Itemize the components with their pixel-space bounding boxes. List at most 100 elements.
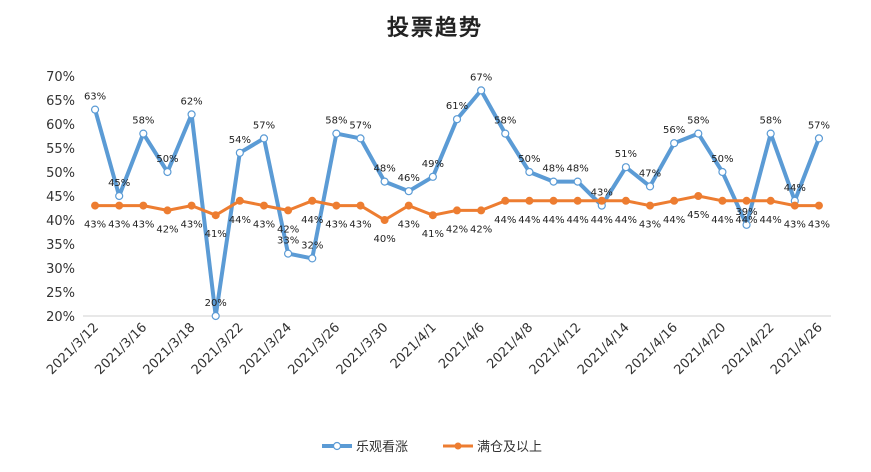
data-point — [621, 163, 631, 172]
data-label: 43% — [398, 220, 420, 231]
data-label: 58% — [132, 116, 154, 127]
data-point — [163, 206, 172, 215]
y-tick-label: 45% — [46, 190, 75, 205]
data-label: 58% — [687, 116, 709, 127]
data-label: 42% — [156, 224, 178, 235]
data-label: 44% — [518, 215, 540, 226]
data-point — [477, 86, 486, 95]
y-tick-label: 25% — [46, 286, 75, 301]
data-point — [235, 148, 244, 157]
data-label: 42% — [446, 224, 468, 235]
data-point — [115, 191, 124, 201]
data-point — [766, 129, 775, 138]
data-point — [308, 254, 317, 263]
data-label: 57% — [808, 120, 830, 131]
data-point — [670, 139, 679, 148]
data-point — [452, 115, 462, 124]
data-label: 44% — [542, 215, 564, 226]
legend-label: 满仓及以上 — [477, 440, 542, 455]
data-label: 50% — [711, 154, 733, 165]
x-axis: 2021/3/122021/3/162021/3/182021/3/222021… — [44, 315, 831, 378]
data-point — [718, 167, 727, 177]
data-label: 33% — [277, 236, 299, 247]
legend-marker — [332, 441, 342, 451]
data-point — [670, 196, 679, 205]
data-point — [549, 177, 558, 186]
data-point — [380, 177, 389, 186]
data-point — [597, 196, 606, 205]
y-tick-label: 55% — [46, 142, 75, 157]
data-point — [694, 192, 703, 200]
data-label: 45% — [108, 178, 130, 189]
data-label: 44% — [711, 215, 733, 226]
data-label: 48% — [567, 164, 589, 175]
data-point — [501, 196, 510, 205]
chart-title: 投票趋势 — [387, 15, 483, 41]
data-point — [356, 201, 365, 210]
data-point — [187, 201, 196, 210]
series-full-position: 43% 43% 43% 42% 43%41%44% 43% 42%44% 43% 43%40%4… — [84, 192, 830, 245]
data-point — [814, 134, 824, 143]
data-label: 43% — [349, 220, 371, 231]
data-label: 50% — [156, 154, 178, 165]
data-point — [501, 129, 510, 138]
data-label: 44% — [663, 215, 685, 226]
y-tick-label: 35% — [46, 238, 75, 253]
data-point — [404, 187, 413, 196]
data-label: 44% — [591, 215, 613, 226]
x-tick-label: 2021/4/26 — [768, 320, 826, 378]
data-point — [525, 167, 534, 177]
data-point — [139, 201, 148, 210]
data-label: 43% — [108, 220, 130, 231]
y-tick-label: 65% — [46, 94, 75, 109]
data-label: 50% — [518, 154, 540, 165]
data-label: 43% — [253, 220, 275, 231]
data-label: 43% — [808, 220, 830, 231]
data-point — [621, 196, 630, 205]
series-bullish: 63%45%58%50%62%20%54%57%33% 32%58% 57%48%4… — [84, 72, 830, 321]
data-point — [259, 201, 268, 210]
data-label: 45% — [687, 210, 709, 221]
y-tick-label: 50% — [46, 166, 75, 181]
data-label: 43% — [784, 220, 806, 231]
data-label: 57% — [253, 120, 275, 131]
data-label: 48% — [373, 164, 395, 175]
plot-area: 63%45%58%50%62%20%54%57%33% 32%58% 57%48%4… — [84, 72, 830, 321]
data-label: 44% — [494, 215, 516, 226]
data-label: 51% — [615, 149, 637, 160]
data-point — [90, 105, 100, 114]
y-axis: 20% 25% 30% 35% 40% 45% 50% 55% 60% 65% 70% — [46, 70, 75, 325]
data-point — [332, 201, 341, 210]
data-point — [718, 196, 727, 205]
legend-marker — [454, 442, 462, 450]
data-point — [428, 172, 437, 181]
data-label: 43% — [180, 220, 202, 231]
data-label: 44% — [760, 215, 782, 226]
data-point — [404, 201, 413, 210]
data-point — [259, 134, 269, 143]
legend-label: 乐观看涨 — [356, 439, 408, 455]
y-tick-label: 30% — [46, 262, 75, 277]
data-label: 41% — [422, 229, 444, 240]
data-label: 42% — [277, 224, 299, 235]
data-point — [573, 196, 582, 205]
data-label: 43% — [639, 220, 661, 231]
data-point — [187, 110, 196, 119]
data-label: 63% — [84, 92, 106, 103]
data-point — [477, 206, 486, 215]
y-tick-label: 70% — [46, 70, 75, 85]
data-label: 43% — [325, 220, 347, 231]
series-line — [93, 88, 821, 318]
legend-item: 满仓及以上 — [443, 440, 542, 455]
data-label: 39% — [735, 207, 757, 218]
y-tick-label: 60% — [46, 118, 75, 133]
data-label: 47% — [639, 168, 661, 179]
data-label: 62% — [180, 96, 202, 107]
x-tick-label: 2021/4/6 — [436, 320, 488, 372]
data-label: 49% — [422, 159, 444, 170]
y-tick-label: 20% — [46, 310, 75, 325]
data-label: 20% — [205, 298, 227, 309]
data-point — [332, 129, 341, 138]
data-label: 41% — [205, 229, 227, 240]
data-point — [235, 196, 244, 205]
